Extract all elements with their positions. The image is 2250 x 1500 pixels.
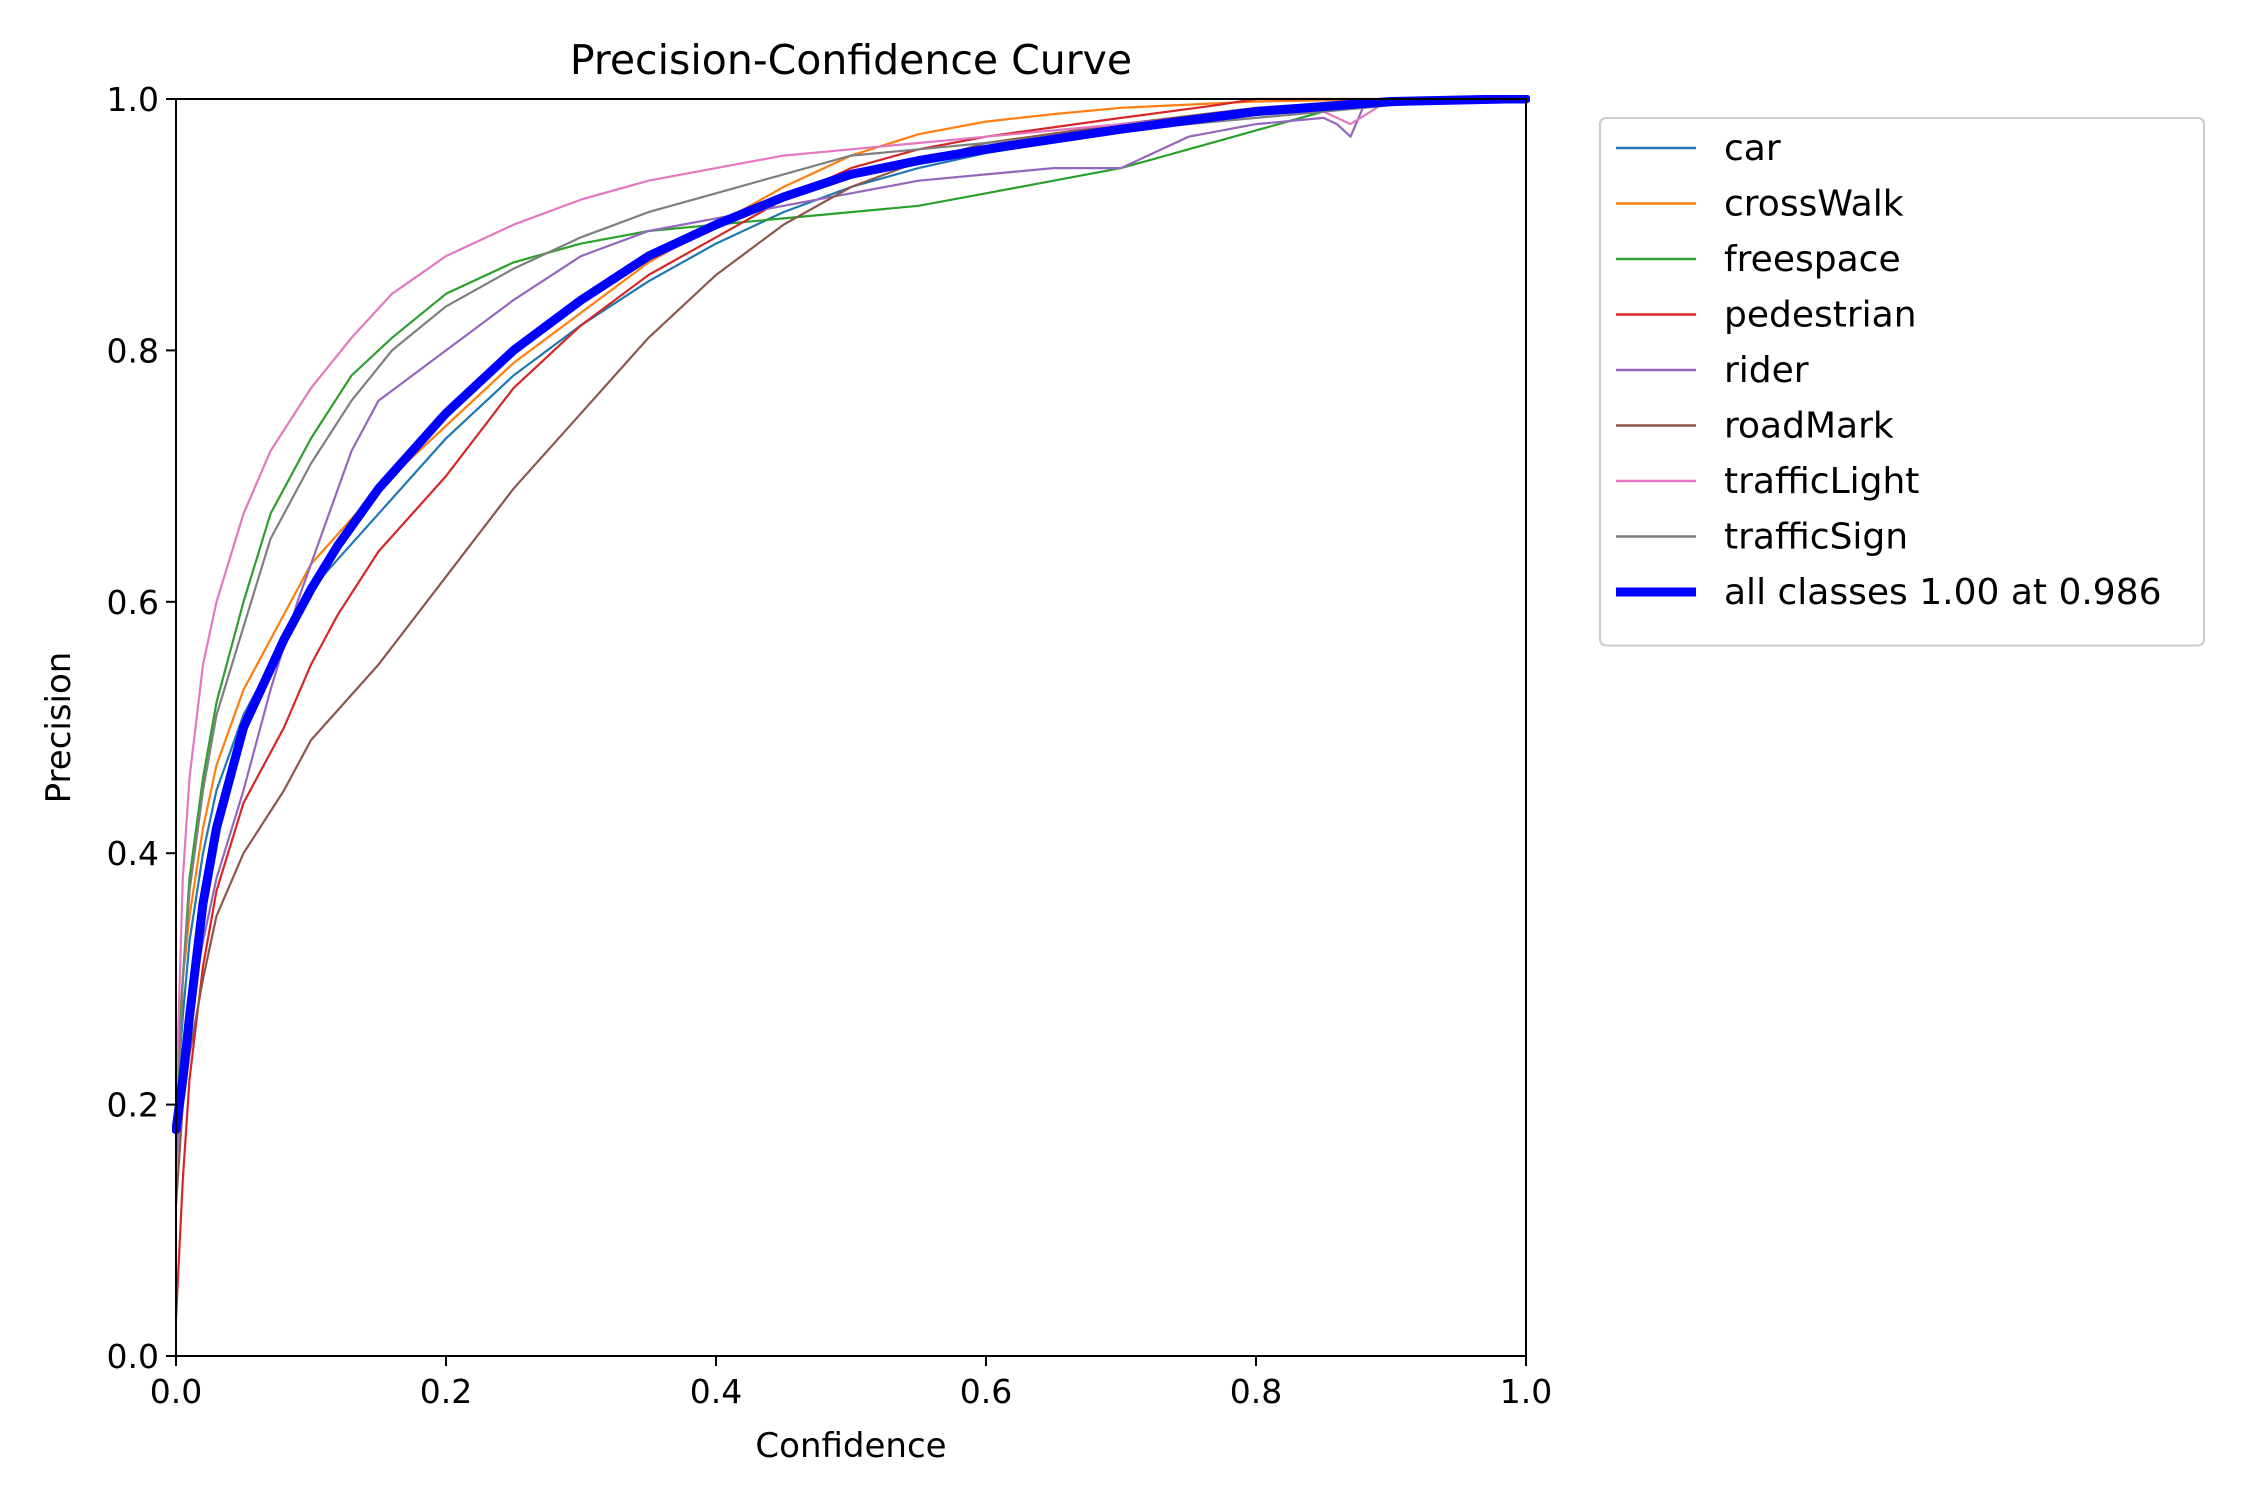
y-tick-label: 0.4 xyxy=(107,834,159,873)
plot-area xyxy=(172,95,1530,1357)
y-axis-ticks: 0.0 0.2 0.4 0.6 0.8 1.0 xyxy=(107,80,176,1376)
legend: car crossWalk freespace pedestrian rider road… xyxy=(1599,117,2205,647)
legend-label-car: car xyxy=(1724,128,1781,169)
x-tick-label: 0.8 xyxy=(1230,1372,1282,1411)
x-tick-label: 0.0 xyxy=(150,1372,202,1411)
chart-title: Precision-Confidence Curve xyxy=(570,36,1132,84)
x-axis-label: Confidence xyxy=(755,1426,946,1466)
x-tick-label: 0.4 xyxy=(690,1372,742,1411)
series-layer xyxy=(172,95,1530,1320)
legend-label-all: all classes 1.00 at 0.986 xyxy=(1724,572,2162,613)
legend-label-trafficlight: trafficLight xyxy=(1724,461,1919,502)
legend-label-pedestrian: pedestrian xyxy=(1724,295,1917,336)
legend-label-trafficsign: trafficSign xyxy=(1724,517,1908,558)
x-axis-ticks: 0.0 0.2 0.4 0.6 0.8 1.0 xyxy=(150,1356,1552,1411)
series-line-all xyxy=(172,95,1530,1135)
legend-label-rider: rider xyxy=(1724,350,1809,391)
x-tick-label: 0.2 xyxy=(420,1372,472,1411)
legend-label-crosswalk: crossWalk xyxy=(1724,184,1904,225)
y-tick-label: 0.2 xyxy=(107,1086,159,1125)
legend-label-freespace: freespace xyxy=(1724,239,1901,280)
series-line-trafficsign xyxy=(174,97,1528,1169)
legend-label-roadmark: roadMark xyxy=(1724,406,1894,447)
y-tick-label: 0.0 xyxy=(107,1337,159,1376)
legend-frame xyxy=(1599,117,2205,647)
plot-frame xyxy=(175,98,1527,1357)
y-tick-label: 0.6 xyxy=(107,583,159,622)
x-tick-label: 0.6 xyxy=(960,1372,1012,1411)
series-line-rider xyxy=(174,97,1528,1169)
series-line-roadmark xyxy=(174,97,1528,1207)
y-tick-label: 1.0 xyxy=(107,80,159,119)
x-tick-label: 1.0 xyxy=(1500,1372,1552,1411)
series-line-pedestrian xyxy=(174,97,1528,1320)
series-line-freespace xyxy=(174,97,1528,1106)
y-tick-label: 0.8 xyxy=(107,331,159,370)
series-line-crosswalk xyxy=(174,97,1528,1081)
y-axis-label: Precision xyxy=(39,652,79,804)
